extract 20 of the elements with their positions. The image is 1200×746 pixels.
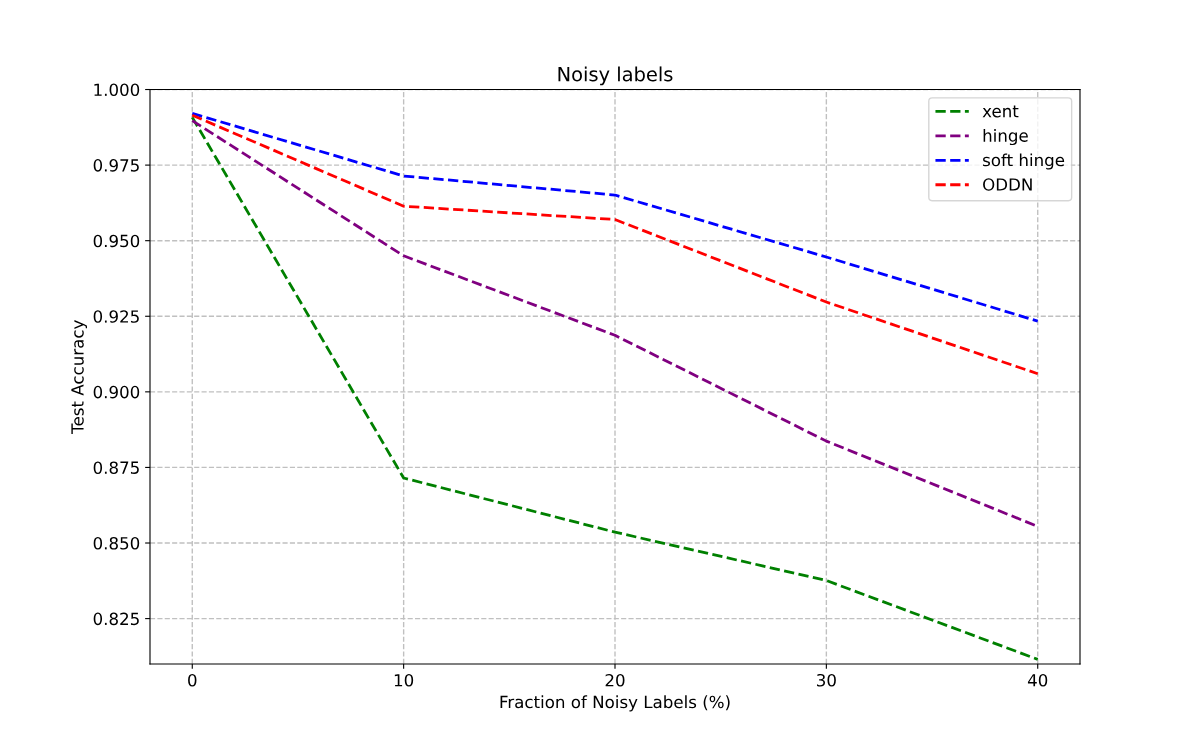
x-tick-label: 0 xyxy=(188,673,197,687)
x-tick-label: 10 xyxy=(394,673,414,687)
chart-title: Noisy labels xyxy=(558,66,673,86)
x-tick-label: 40 xyxy=(1027,673,1048,687)
x-tick-label: 30 xyxy=(817,673,836,687)
x-axis-title: Fraction of Noisy Labels (%) xyxy=(500,695,730,712)
legend-label: soft hinge xyxy=(983,153,1065,170)
x-tick-label: 20 xyxy=(605,673,625,687)
y-tick-label: 0.875 xyxy=(93,461,139,474)
y-axis-title: Test Accuracy xyxy=(71,320,88,434)
y-tick-label: 0.975 xyxy=(93,159,139,172)
y-tick-label: 0.950 xyxy=(93,234,140,248)
legend-label: hinge xyxy=(983,128,1028,146)
legend-label: ODDN xyxy=(983,178,1032,191)
legend-label: xent xyxy=(982,105,1019,118)
y-tick-label: 1.000 xyxy=(94,83,140,97)
y-tick-label: 0.900 xyxy=(93,385,140,399)
y-tick-label: 0.825 xyxy=(93,612,139,626)
y-tick-label: 0.850 xyxy=(93,536,140,550)
y-tick-label: 0.925 xyxy=(93,310,139,323)
